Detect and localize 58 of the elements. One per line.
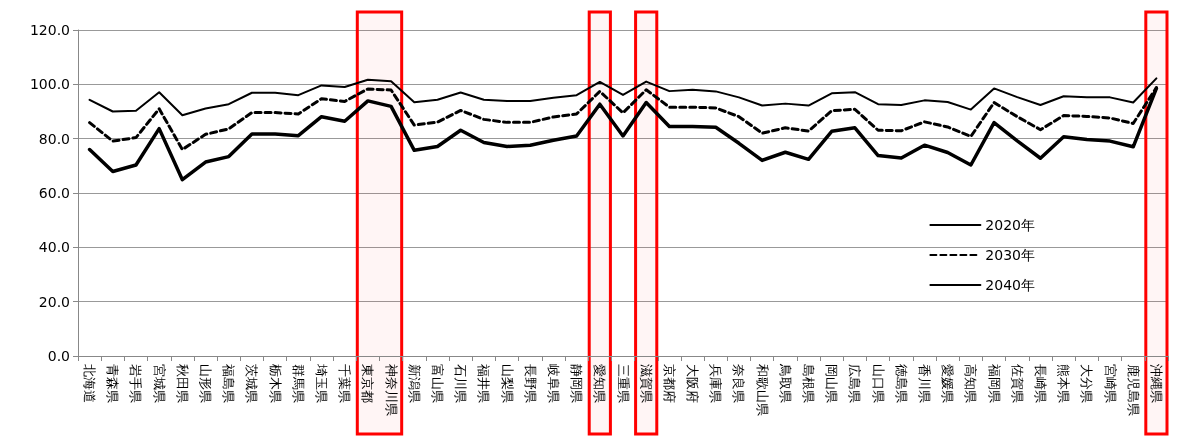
x-tick-label: 滋賀県 [638,364,654,403]
legend-label: 2020年 [985,217,1036,233]
x-tick-label: 宮崎県 [1102,364,1118,403]
x-tick-label: 群馬県 [290,364,306,403]
x-tick-label: 沖縄県 [1148,364,1164,403]
x-tick-label: 山形県 [198,364,214,403]
x-tick-label: 熊本県 [1056,364,1072,403]
y-tick-label: 20.0 [38,293,70,310]
y-tick-label: 120.0 [29,22,70,38]
x-tick-label: 富山県 [429,364,445,403]
x-tick-label: 岐阜県 [545,364,561,403]
x-tick-label: 埼玉県 [314,363,330,403]
x-tick-label: 香川県 [916,364,932,403]
x-tick-label: 鹿児島県 [1125,364,1141,416]
x-tick-label: 高知県 [963,364,979,403]
x-tick-label: 山梨県 [499,364,515,403]
y-tick-label: 0.0 [47,348,70,364]
line-series [88,77,1158,117]
x-tick-label: 東京都 [360,364,376,403]
x-tick-label: 宮城県 [151,364,167,403]
x-tick-label: 長野県 [522,364,538,403]
x-tick-label: 新潟県 [406,364,422,403]
x-tick-label: 京都府 [661,364,677,403]
x-tick-label: 栃木県 [267,364,283,403]
x-tick-label: 島根県 [801,364,817,403]
x-tick-label: 長崎県 [1032,364,1048,403]
x-tick-label: 和歌山県 [754,364,770,416]
x-tick-label: 千葉県 [337,364,353,403]
x-tick-label: 茨城県 [244,364,260,403]
x-tick-label: 福島県 [221,364,237,403]
y-tick-label: 100.0 [29,76,70,93]
x-tick-label: 大分県 [1079,364,1095,403]
x-tick-label: 佐賀県 [1009,364,1025,403]
x-tick-label: 広島県 [847,364,863,403]
y-tick-label: 80.0 [38,130,70,147]
y-tick-label: 60.0 [38,185,70,201]
x-tick-label: 福岡県 [986,364,1002,403]
x-tick-label: 石川県 [453,364,469,403]
x-tick-label: 愛知県 [592,364,608,403]
x-tick-label: 鳥取県 [777,363,793,403]
x-tick-label: 福井県 [476,364,492,403]
x-tick-label: 山口県 [870,364,886,403]
legend-label: 2030年 [985,247,1036,263]
x-tick-label: 兵庫県 [708,364,724,403]
x-tick-label: 静岡県 [569,364,585,403]
x-tick-label: 北海道 [82,364,98,403]
legend-label: 2040年 [985,277,1036,293]
x-tick-label: 神奈川県 [383,364,399,416]
x-tick-label: 青森県 [105,364,121,403]
x-tick-label: 岡山県 [824,364,840,403]
x-tick-label: 徳島県 [893,364,909,403]
x-tick-label: 愛媛県 [940,364,956,403]
x-tick-label: 三重県 [615,364,631,403]
x-tick-label: 大阪府 [685,364,701,403]
y-tick-label: 40.0 [38,239,70,256]
x-tick-label: 奈良県 [731,364,747,403]
x-tick-label: 秋田県 [174,364,190,403]
x-tick-label: 岩手県 [128,364,144,403]
